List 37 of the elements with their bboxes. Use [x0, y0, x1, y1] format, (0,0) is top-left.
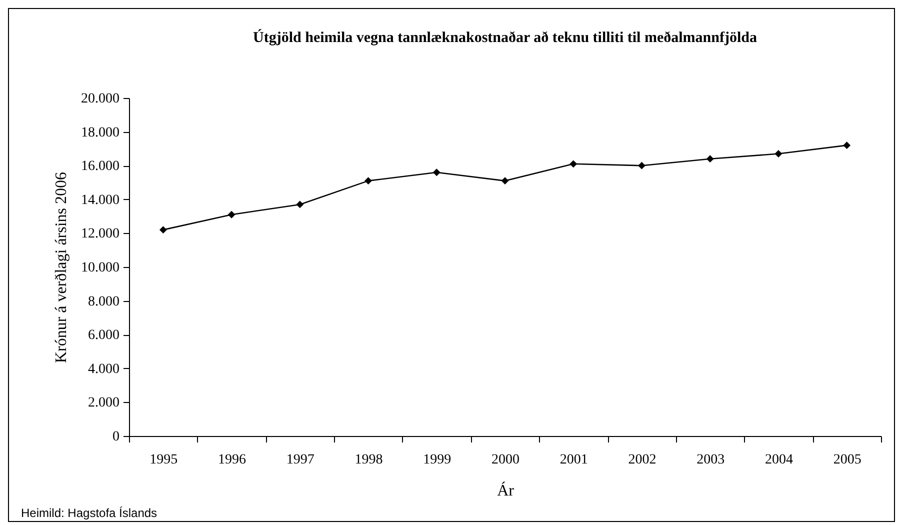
- x-tick-label: 2002: [628, 452, 656, 468]
- point: [774, 150, 782, 158]
- y-tick-label: 8.000: [88, 294, 120, 310]
- y-tick-label: 20.000: [81, 92, 120, 106]
- x-tick-label: 2000: [492, 452, 520, 468]
- x-tick-label: 1997: [286, 452, 314, 468]
- point: [570, 160, 578, 168]
- point: [159, 226, 167, 234]
- y-tick-label: 4.000: [88, 362, 120, 377]
- point: [364, 177, 372, 185]
- y-tick-label: 0: [112, 430, 120, 444]
- y-tick-label: 2.000: [88, 396, 120, 411]
- point: [638, 162, 646, 170]
- y-tick-label: 16.000: [81, 159, 120, 174]
- point: [432, 168, 440, 176]
- x-tick-label: 2004: [764, 452, 793, 468]
- x-axis-title: Ár: [497, 482, 515, 500]
- y-tick-label: 10.000: [81, 260, 120, 276]
- y-tick-label: 14.000: [81, 192, 120, 208]
- chart-title: Útgjöld heimila vegna tannlæknakostnaðar að teknu tilliti til meðalmannfjölda: [253, 29, 758, 46]
- x-tick-label: 2005: [833, 452, 862, 468]
- x-tick-label: 1998: [354, 452, 383, 468]
- point: [501, 177, 509, 185]
- y-tick-label: 12.000: [81, 226, 120, 242]
- x-tick-label: 2003: [696, 452, 725, 468]
- x-tick-label: 1999: [423, 452, 452, 468]
- point: [296, 200, 304, 208]
- point: [843, 142, 851, 150]
- x-tick-label: 1995: [150, 452, 178, 468]
- point: [706, 155, 714, 163]
- x-tick-label: 1996: [218, 452, 246, 468]
- x-tick-label: 2001: [560, 452, 588, 468]
- text: Heimild: Hagstofa Íslands: [21, 506, 158, 520]
- point: [228, 210, 236, 218]
- y-axis-title: Krónur á verðlagi ársins 2006: [53, 172, 70, 364]
- y-tick-label: 6.000: [88, 328, 120, 344]
- y-tick-label: 18.000: [81, 125, 120, 140]
